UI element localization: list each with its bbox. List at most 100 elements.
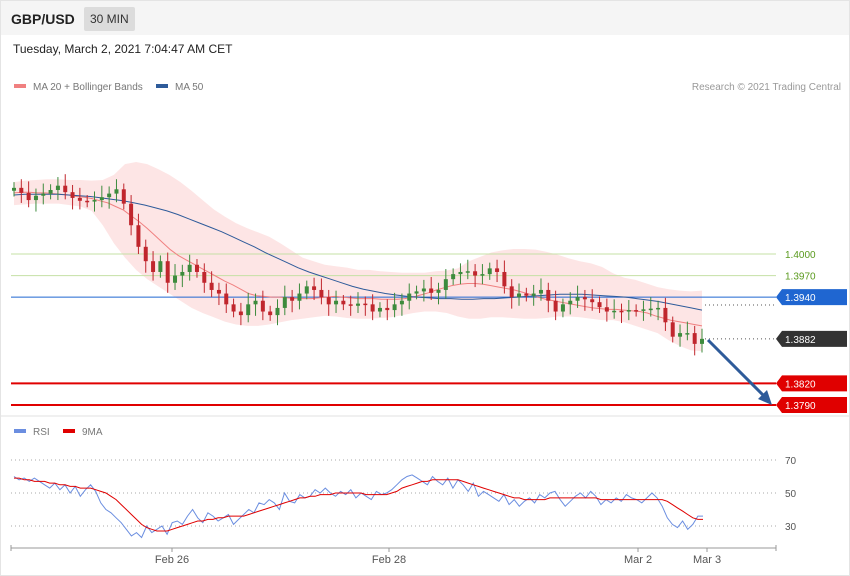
candle-body xyxy=(187,264,192,272)
candle-body xyxy=(626,310,631,312)
candle-body xyxy=(392,304,397,311)
header-bar: GBP/USD 30 MIN xyxy=(1,1,849,35)
candle-body xyxy=(238,311,243,316)
candle-body xyxy=(260,300,265,312)
candle-body xyxy=(619,310,624,313)
x-tick-label: Feb 26 xyxy=(155,554,189,566)
candle-body xyxy=(531,293,536,296)
candle-body xyxy=(41,193,46,196)
candle-body xyxy=(670,322,675,337)
ma20-legend-swatch xyxy=(14,84,26,88)
candle-body xyxy=(63,185,68,193)
level-label-5: 1.3790 xyxy=(785,401,816,412)
ma20-legend-label: MA 20 + Bollinger Bands xyxy=(33,82,143,93)
x-tick-label: Mar 2 xyxy=(624,554,652,566)
candle-body xyxy=(356,303,360,306)
candle-body xyxy=(275,307,280,316)
candle-body xyxy=(634,310,639,312)
candle-body xyxy=(348,304,353,306)
candle-body xyxy=(648,308,653,311)
candle-body xyxy=(385,307,390,311)
rsi-tick-label: 50 xyxy=(785,489,797,500)
bollinger-band xyxy=(14,161,702,352)
candle-body xyxy=(334,300,339,305)
candle-body xyxy=(568,300,573,305)
candle-body xyxy=(553,300,558,312)
candle-body xyxy=(33,195,38,201)
candle-body xyxy=(443,279,448,290)
candle-body xyxy=(429,288,434,293)
candle-body xyxy=(48,190,53,194)
candle-body xyxy=(85,200,90,203)
candle-body xyxy=(326,297,331,305)
rsi-ma-line xyxy=(14,477,703,532)
candle-body xyxy=(582,297,587,300)
level-label-4: 1.3820 xyxy=(785,379,816,390)
candle-body xyxy=(107,193,112,198)
pair-title: GBP/USD xyxy=(11,11,75,27)
candle-body xyxy=(19,187,24,193)
rsi-legend-swatch xyxy=(14,429,26,433)
rsi-panel: 70 50 30 xyxy=(11,456,797,539)
rsi-ma-legend-swatch xyxy=(63,429,75,433)
candle-body xyxy=(12,187,16,191)
candle-body xyxy=(304,286,309,294)
level-label-2: 1.3940 xyxy=(785,293,816,304)
candle-body xyxy=(282,297,287,308)
rsi-tick-label: 70 xyxy=(785,456,797,467)
candles-layer xyxy=(12,174,704,356)
candle-body xyxy=(407,293,412,301)
candle-body xyxy=(517,293,522,298)
x-tick-label: Mar 3 xyxy=(693,554,721,566)
timeframe-button[interactable]: 30 MIN xyxy=(84,7,135,31)
candle-body xyxy=(641,309,646,311)
candle-body xyxy=(465,271,470,273)
candle-body xyxy=(451,274,456,280)
candle-body xyxy=(656,307,661,310)
candle-body xyxy=(502,271,507,287)
candle-body xyxy=(129,203,134,226)
forecast-arrow xyxy=(706,338,770,402)
level-label-box-2 xyxy=(776,289,847,306)
rsi-line xyxy=(13,474,703,539)
candle-body xyxy=(538,289,543,294)
candle-body xyxy=(180,271,185,276)
candle-body xyxy=(216,289,221,294)
candle-body xyxy=(495,268,500,272)
candle-body xyxy=(143,246,148,262)
candle-body xyxy=(319,289,324,298)
credit-text: Research © 2021 Trading Central xyxy=(692,82,841,93)
candle-body xyxy=(663,307,668,323)
candle-body xyxy=(26,192,31,201)
candle-body xyxy=(399,300,404,305)
candle-body xyxy=(231,304,236,312)
candle-body xyxy=(224,293,229,305)
candle-body xyxy=(473,271,478,276)
bollinger-band-layer xyxy=(14,161,702,352)
candle-body xyxy=(597,302,602,308)
candle-body xyxy=(612,310,617,313)
candle-body xyxy=(173,275,178,283)
candle-body xyxy=(590,299,595,303)
level-label-1: 1.3970 xyxy=(785,272,816,283)
candle-body xyxy=(165,261,170,283)
ma50-legend-swatch xyxy=(156,84,168,88)
candle-body xyxy=(692,333,697,344)
candle-body xyxy=(524,293,529,296)
candle-body xyxy=(414,291,419,294)
candle-body xyxy=(136,225,141,247)
rsi-ma-legend-label: 9MA xyxy=(82,427,103,438)
candle-body xyxy=(202,271,207,283)
candle-body xyxy=(341,300,346,305)
candle-body xyxy=(685,333,690,335)
candle-body xyxy=(290,297,295,301)
candle-body xyxy=(121,189,126,204)
candle-body xyxy=(297,293,302,301)
candle-body xyxy=(377,307,382,312)
level-label-box-4 xyxy=(776,375,847,392)
candle-body xyxy=(700,338,704,344)
candle-body xyxy=(209,282,214,290)
candle-body xyxy=(560,304,565,312)
level-labels-layer: 1.4000 1.3970 1.3940 1.3882 1.3820 1.3790 xyxy=(776,250,847,413)
